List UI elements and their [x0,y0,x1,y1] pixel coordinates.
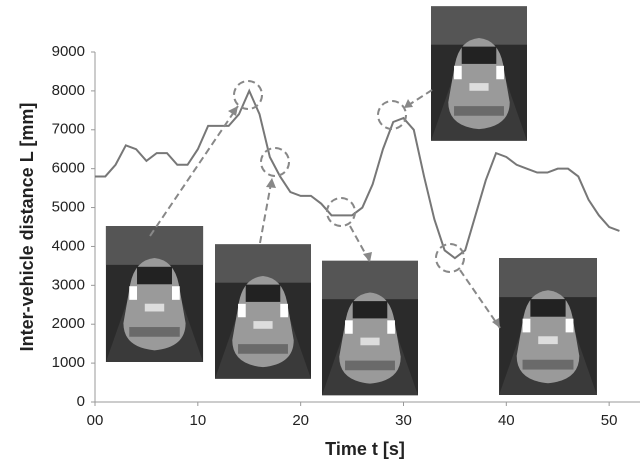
photo [499,258,597,395]
arrow [459,269,501,329]
arrowhead [363,252,372,262]
arrowhead [492,318,500,328]
plot [95,88,620,260]
photo [322,260,418,396]
photo [215,244,311,379]
y-tick-label: 2000 [52,315,85,332]
axes [94,52,640,403]
annotations [149,80,501,329]
photos [105,6,597,396]
y-tick-label: 7000 [52,121,85,138]
arrowhead [228,106,238,116]
y-tick-label: 6000 [52,160,85,177]
data-line [95,88,620,260]
x-tick-label: 50 [601,412,618,429]
x-tick-label: 00 [87,412,104,429]
y-tick-label: 9000 [52,43,85,60]
photo [105,226,204,362]
highlight-circle [260,147,290,177]
x-tick-label: 30 [395,412,412,429]
y-tick-label: 3000 [52,276,85,293]
y-tick-label: 4000 [52,237,85,254]
y-axis-title: Inter-vehicle distance L [mm] [17,103,37,352]
highlight-circle [435,243,465,273]
x-tick-label: 40 [498,412,515,429]
y-tick-label: 1000 [52,354,85,371]
y-tick-label: 5000 [52,199,85,216]
arrowhead [266,178,276,188]
arrow [259,177,273,244]
y-tick-label: 8000 [52,82,85,99]
highlight-circle [233,80,263,110]
y-tick-label: 0 [77,393,85,410]
highlight-circle [377,100,407,130]
x-tick-label: 20 [292,412,309,429]
photo [431,6,527,141]
arrowhead [404,99,413,108]
highlight-circle [326,197,356,227]
x-tick-label: 10 [189,412,206,429]
arrow [149,105,239,237]
arrowheads [228,99,500,328]
x-axis-title: Time t [s] [325,439,405,459]
